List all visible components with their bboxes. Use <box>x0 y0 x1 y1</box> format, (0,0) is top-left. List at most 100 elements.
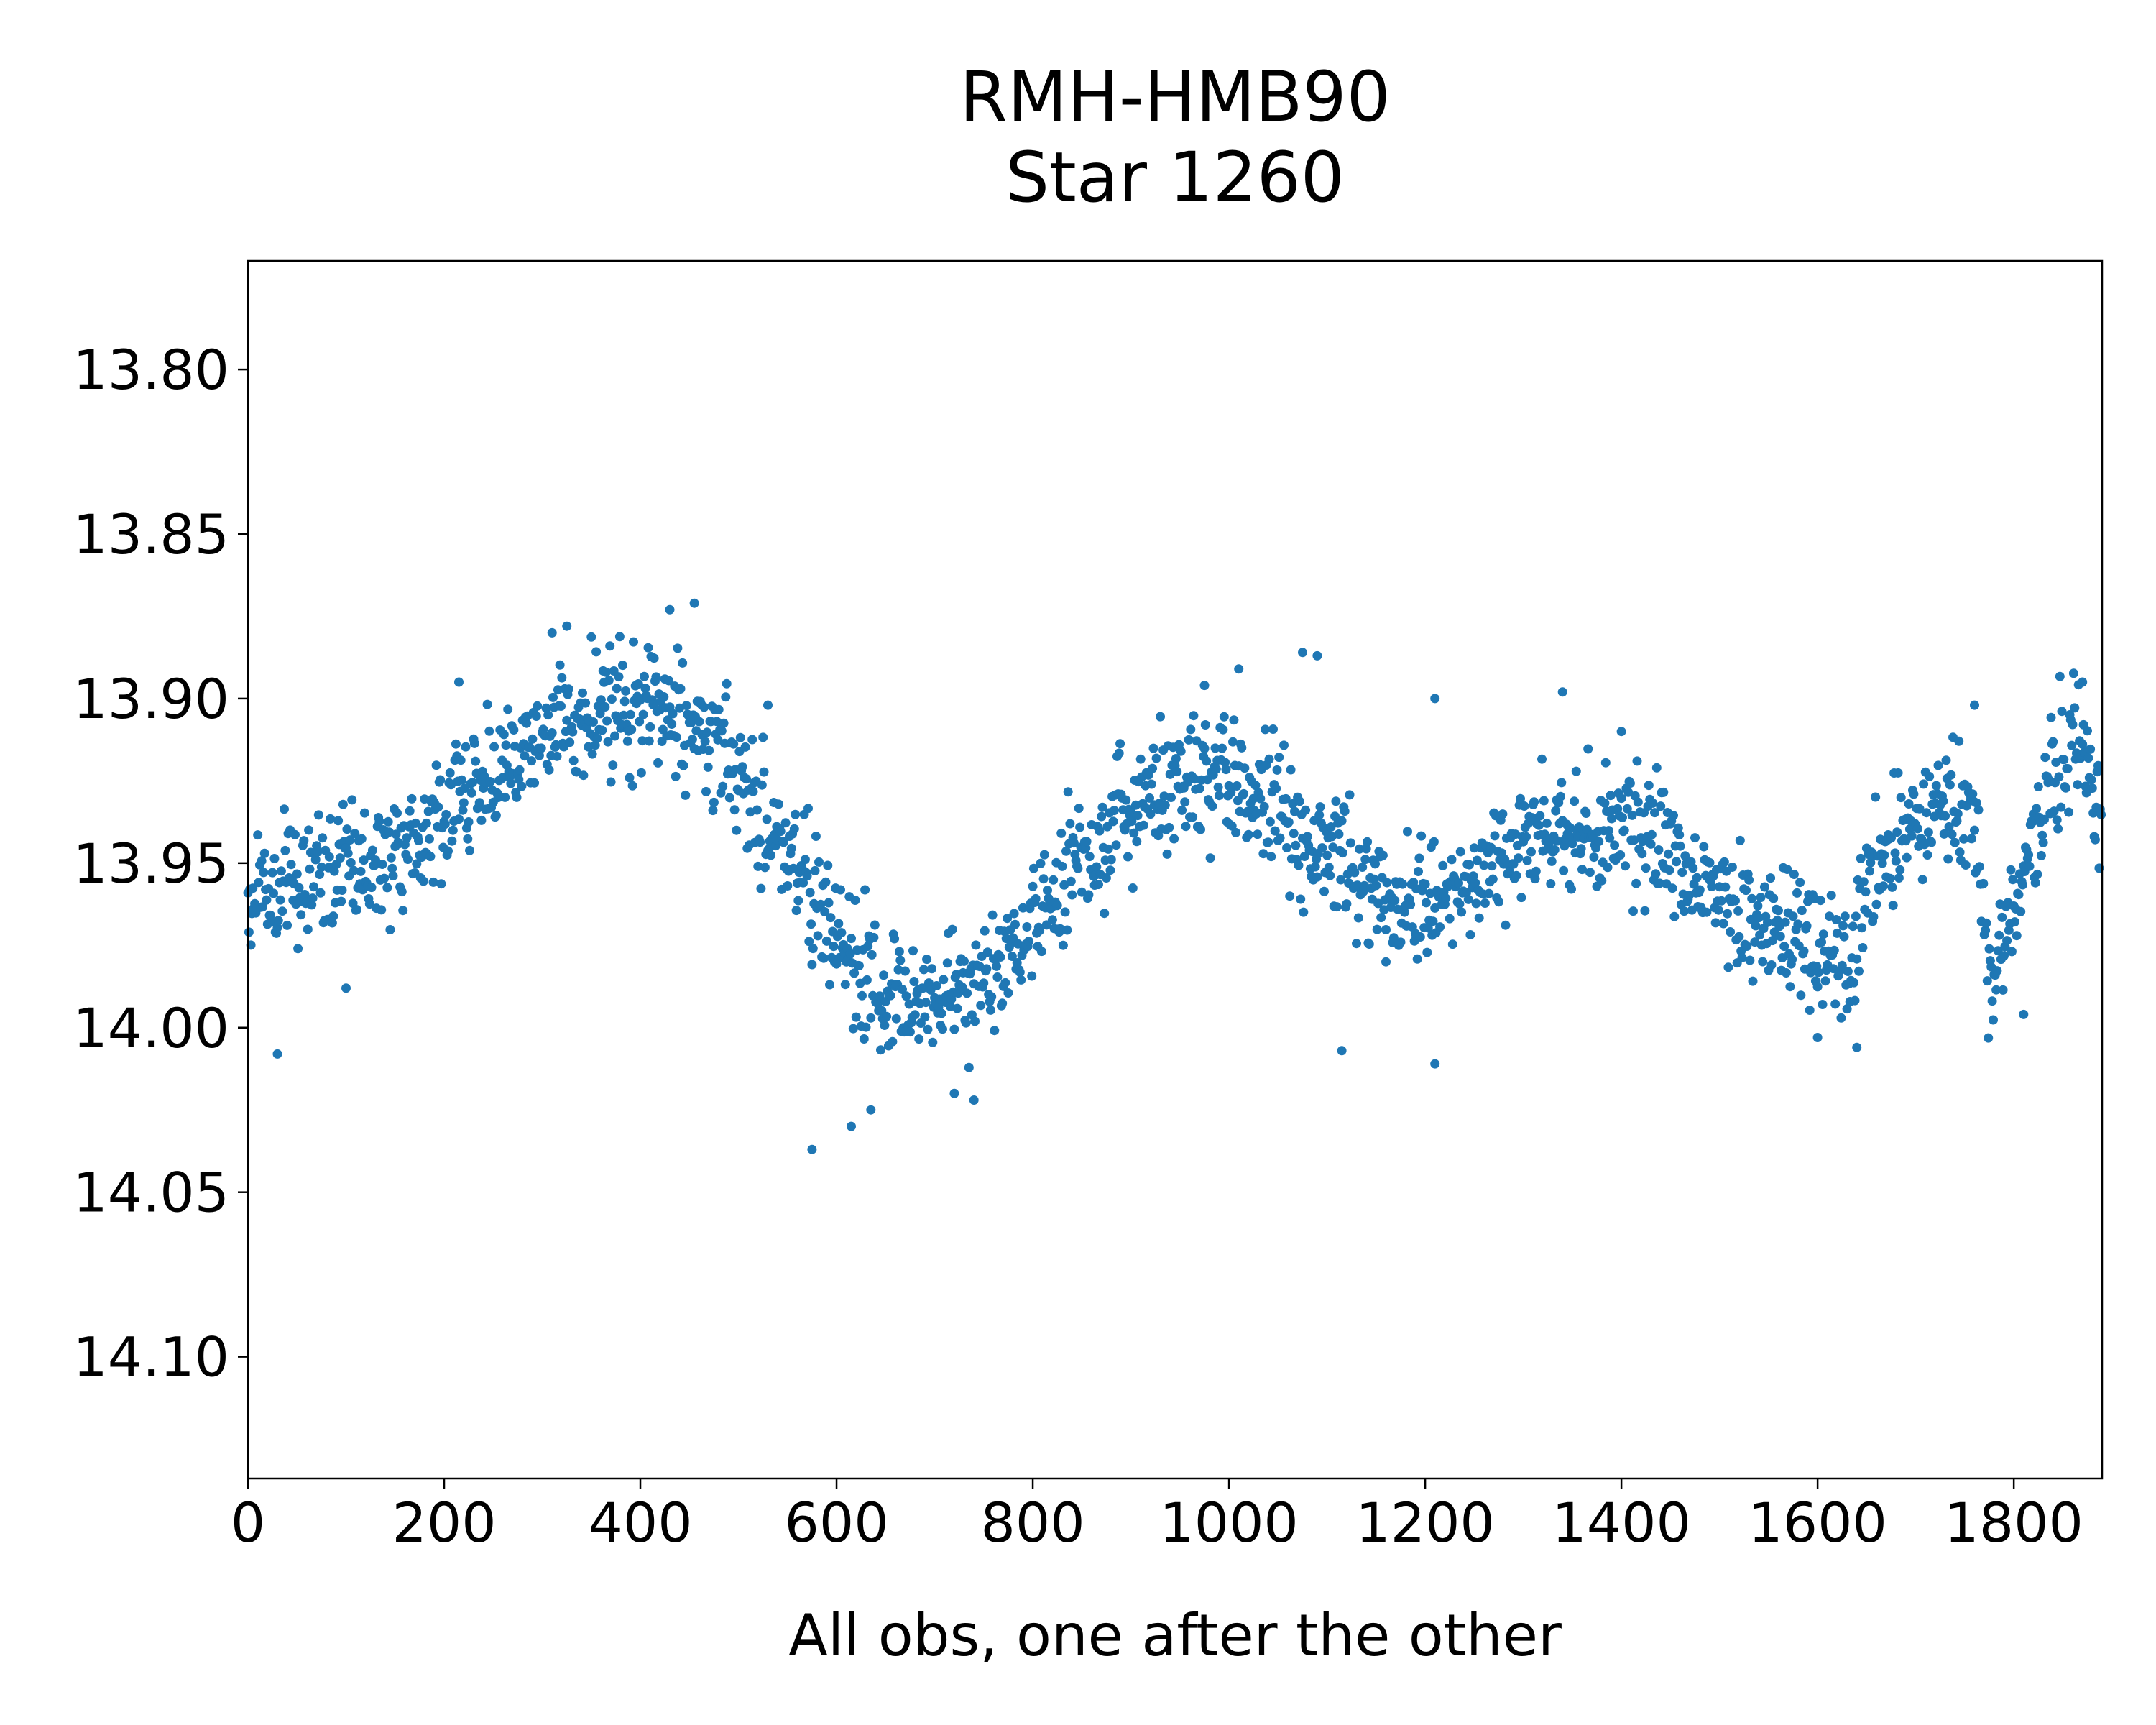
data-point <box>527 756 536 766</box>
data-point <box>863 942 873 951</box>
data-point <box>1922 850 1932 860</box>
data-point <box>1546 879 1556 888</box>
data-point <box>282 920 292 930</box>
plot-frame <box>247 259 2104 1480</box>
data-point <box>338 799 348 809</box>
data-point <box>636 768 646 778</box>
data-point <box>1879 881 1889 891</box>
data-point <box>1944 822 1954 832</box>
data-point <box>1455 899 1465 909</box>
data-point <box>1103 844 1113 854</box>
data-point <box>258 902 267 912</box>
y-tick-label: 14.05 <box>73 1161 229 1225</box>
data-point <box>2067 740 2077 750</box>
data-point <box>1981 918 1991 928</box>
data-point <box>952 1003 962 1013</box>
data-point <box>1727 862 1737 872</box>
data-point <box>1637 849 1647 859</box>
data-point <box>1632 756 1642 766</box>
data-point <box>568 755 579 765</box>
data-point <box>1009 908 1019 919</box>
data-point <box>398 906 408 916</box>
data-point <box>759 767 769 777</box>
data-point <box>1301 805 1311 815</box>
data-point <box>1793 919 1803 929</box>
data-point <box>1610 840 1620 850</box>
data-point <box>259 848 270 858</box>
data-point <box>604 676 614 686</box>
data-point <box>277 906 287 916</box>
data-point <box>1024 937 1034 946</box>
data-point <box>762 814 772 824</box>
data-point <box>466 788 476 798</box>
data-point <box>1720 882 1731 892</box>
data-point <box>718 781 728 791</box>
data-point <box>1656 801 1666 811</box>
data-point <box>1522 855 1532 865</box>
data-point <box>2083 753 2093 763</box>
data-point <box>757 780 767 790</box>
data-point <box>346 857 356 868</box>
data-point <box>947 924 957 934</box>
data-point <box>1052 901 1062 911</box>
data-point <box>1782 865 1792 874</box>
data-point <box>651 672 661 682</box>
data-point <box>1412 954 1422 964</box>
data-point <box>756 883 766 893</box>
data-point <box>1454 878 1463 888</box>
data-point <box>1370 859 1380 869</box>
data-point <box>1627 810 1637 820</box>
data-point <box>2014 890 2024 900</box>
data-point <box>336 896 346 906</box>
data-point <box>2007 947 2017 957</box>
data-point <box>2049 806 2059 816</box>
data-point <box>1812 1033 1823 1042</box>
data-point <box>1780 917 1790 927</box>
data-point <box>1597 875 1607 886</box>
data-point <box>1350 868 1360 878</box>
data-point <box>861 1022 871 1032</box>
data-point <box>1731 896 1740 906</box>
data-point <box>276 866 286 876</box>
data-point <box>1325 870 1335 880</box>
data-point <box>1992 966 2002 976</box>
data-point <box>1166 793 1176 802</box>
data-point <box>1741 886 1751 896</box>
data-point <box>1766 873 1776 883</box>
data-point <box>900 966 911 976</box>
data-point <box>1968 789 1978 799</box>
data-point <box>1589 852 1599 862</box>
data-point <box>717 726 727 736</box>
data-point <box>1622 804 1632 814</box>
data-point <box>1382 878 1392 888</box>
data-point <box>1218 724 1228 735</box>
data-point <box>1075 822 1085 832</box>
data-point <box>823 860 833 870</box>
data-point <box>244 927 254 937</box>
data-point <box>681 701 691 711</box>
data-point <box>272 1049 282 1059</box>
data-point <box>1733 906 1743 916</box>
data-point <box>1886 833 1896 843</box>
data-point <box>454 814 464 824</box>
data-point <box>1146 779 1156 789</box>
data-point <box>1970 700 1979 710</box>
data-point <box>1570 796 1580 806</box>
data-point <box>1789 870 1799 879</box>
data-point <box>407 794 417 804</box>
data-point <box>1133 811 1143 821</box>
data-point <box>2061 783 2070 793</box>
data-point <box>829 942 839 952</box>
data-point <box>990 1026 1000 1036</box>
data-point <box>1871 792 1881 802</box>
data-point <box>800 855 810 865</box>
data-point <box>356 834 367 844</box>
data-point <box>367 845 377 855</box>
data-point <box>1038 874 1049 884</box>
data-point <box>1043 886 1052 896</box>
data-point <box>2040 814 2049 824</box>
data-point <box>1984 1033 1994 1043</box>
data-point <box>635 717 645 727</box>
data-point <box>605 641 615 651</box>
data-point <box>465 845 474 855</box>
